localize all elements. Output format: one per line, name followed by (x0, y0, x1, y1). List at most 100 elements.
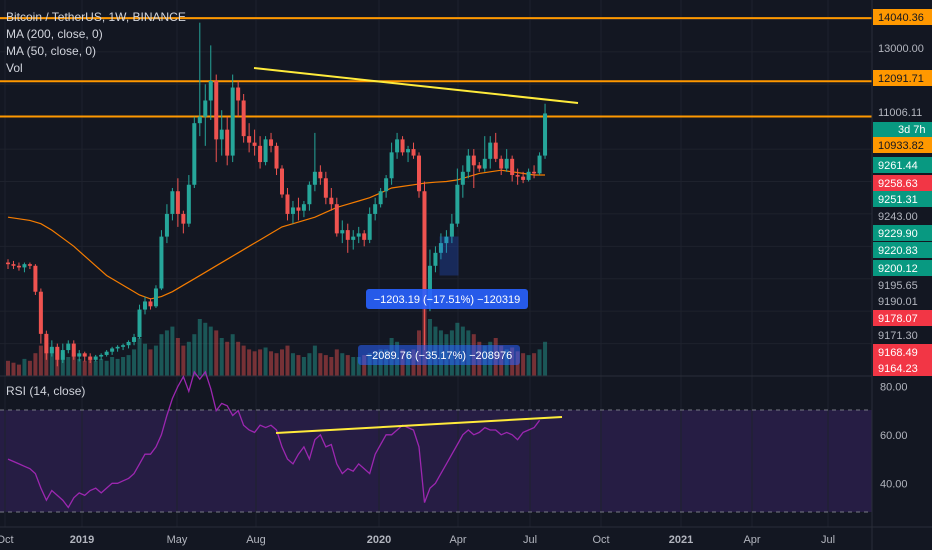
candle (159, 230, 164, 291)
time-tick-label: Jul (523, 534, 537, 546)
candle (389, 142, 394, 185)
candle (340, 220, 345, 244)
volume-bar (77, 358, 82, 376)
price-tick-label: 9171.30 (878, 330, 918, 342)
volume-bar (175, 338, 180, 376)
volume-bar (263, 347, 268, 376)
candle (197, 22, 202, 137)
candle (225, 116, 230, 166)
price-tick-label: 11006.11 (878, 107, 922, 119)
candle (411, 142, 416, 159)
volume-bar (280, 349, 284, 376)
rsi-legend[interactable]: RSI (14, close) (6, 384, 86, 398)
candle (488, 136, 493, 169)
candle (334, 197, 339, 237)
volume-bar (362, 355, 367, 376)
volume-bar (532, 353, 537, 376)
candle (444, 230, 449, 253)
candle (88, 353, 93, 364)
time-tick-label: 2021 (669, 534, 693, 546)
volume-bar (186, 341, 191, 376)
volume-bar (241, 345, 246, 376)
volume-bar (22, 358, 27, 376)
resistance-trendline[interactable] (253, 67, 579, 104)
candle (482, 136, 487, 172)
volume-bar (247, 349, 252, 376)
volume-bar (27, 360, 32, 376)
candle (263, 136, 268, 166)
candle (55, 343, 60, 367)
time-tick-label: Oct (592, 534, 609, 546)
volume-bar (60, 353, 65, 376)
volume-bar (126, 355, 131, 376)
volume-bar (71, 353, 76, 376)
measure-annotation-bg[interactable] (358, 345, 520, 365)
rsi-trendline[interactable] (275, 416, 563, 434)
candle (60, 343, 65, 364)
candle (471, 149, 476, 188)
candle (99, 353, 104, 360)
volume-bar (323, 355, 328, 376)
candle (510, 155, 515, 182)
candle (312, 132, 317, 192)
price-tick-label: 9195.65 (878, 280, 918, 292)
volume-legend[interactable]: Vol (6, 61, 23, 75)
candle (181, 210, 186, 234)
volume-bar (285, 345, 290, 376)
candle (345, 223, 350, 253)
price-tick-label: 13000.00 (878, 43, 924, 55)
candle (422, 181, 427, 351)
price-tick-label: 12091.71 (878, 73, 924, 85)
volume-bar (82, 360, 87, 376)
candle (192, 116, 197, 188)
candle (537, 152, 542, 176)
measure-annotation-text: −2089.76 (−35.17%) −208976 (366, 350, 513, 362)
volume-bar (164, 330, 169, 376)
candles (6, 22, 548, 367)
ma50-legend[interactable]: MA (50, close, 0) (6, 44, 97, 58)
candle (203, 84, 208, 146)
candle (137, 304, 142, 339)
candle (110, 346, 115, 355)
volume-bar (104, 360, 109, 376)
price-label-bg (873, 137, 932, 153)
candle (274, 142, 279, 176)
ma50-line (7, 169, 545, 300)
volume-bar (99, 358, 104, 376)
candle (329, 188, 334, 211)
countdown-bg (873, 122, 932, 137)
symbol-title[interactable]: Bitcoin / TetherUS, 1W, BINANCE (6, 10, 186, 24)
volume-bar (88, 358, 93, 376)
candle (66, 340, 71, 354)
measure-box[interactable] (439, 236, 459, 276)
price-axis-labels: 14040.36 13000.00 12091.71 11006.11 10933.82… (873, 9, 932, 376)
candle (27, 262, 32, 270)
time-tick-label: Apr (449, 534, 466, 546)
candle (417, 152, 421, 198)
volume-bar (170, 326, 175, 376)
measure-annotation-bg[interactable] (366, 289, 528, 309)
volume-bar (159, 334, 164, 376)
volume-bar (318, 353, 323, 376)
price-label-bg (873, 225, 932, 241)
rsi-tick-label: 60.00 (880, 430, 908, 442)
candle (6, 259, 10, 270)
candle (395, 132, 400, 159)
rsi-tick-label: 80.00 (880, 381, 908, 393)
candle (115, 345, 120, 352)
candle (49, 340, 54, 357)
candle (362, 230, 367, 247)
candle (230, 74, 235, 163)
candle (44, 330, 49, 360)
candle (400, 136, 405, 156)
volume-bar (38, 345, 43, 376)
volume-bar (153, 345, 158, 376)
price-tick-label: 9229.90 (878, 228, 918, 240)
ma200-legend[interactable]: MA (200, close, 0) (6, 27, 103, 41)
measure-annotations[interactable]: −1203.19 (−17.51%) −120319 −2089.76 (−35.… (358, 289, 528, 365)
candle (521, 171, 526, 184)
volume-bar (121, 357, 126, 376)
horizontal-levels[interactable] (0, 17, 872, 118)
candle (186, 175, 191, 227)
volume-bar (11, 362, 16, 376)
